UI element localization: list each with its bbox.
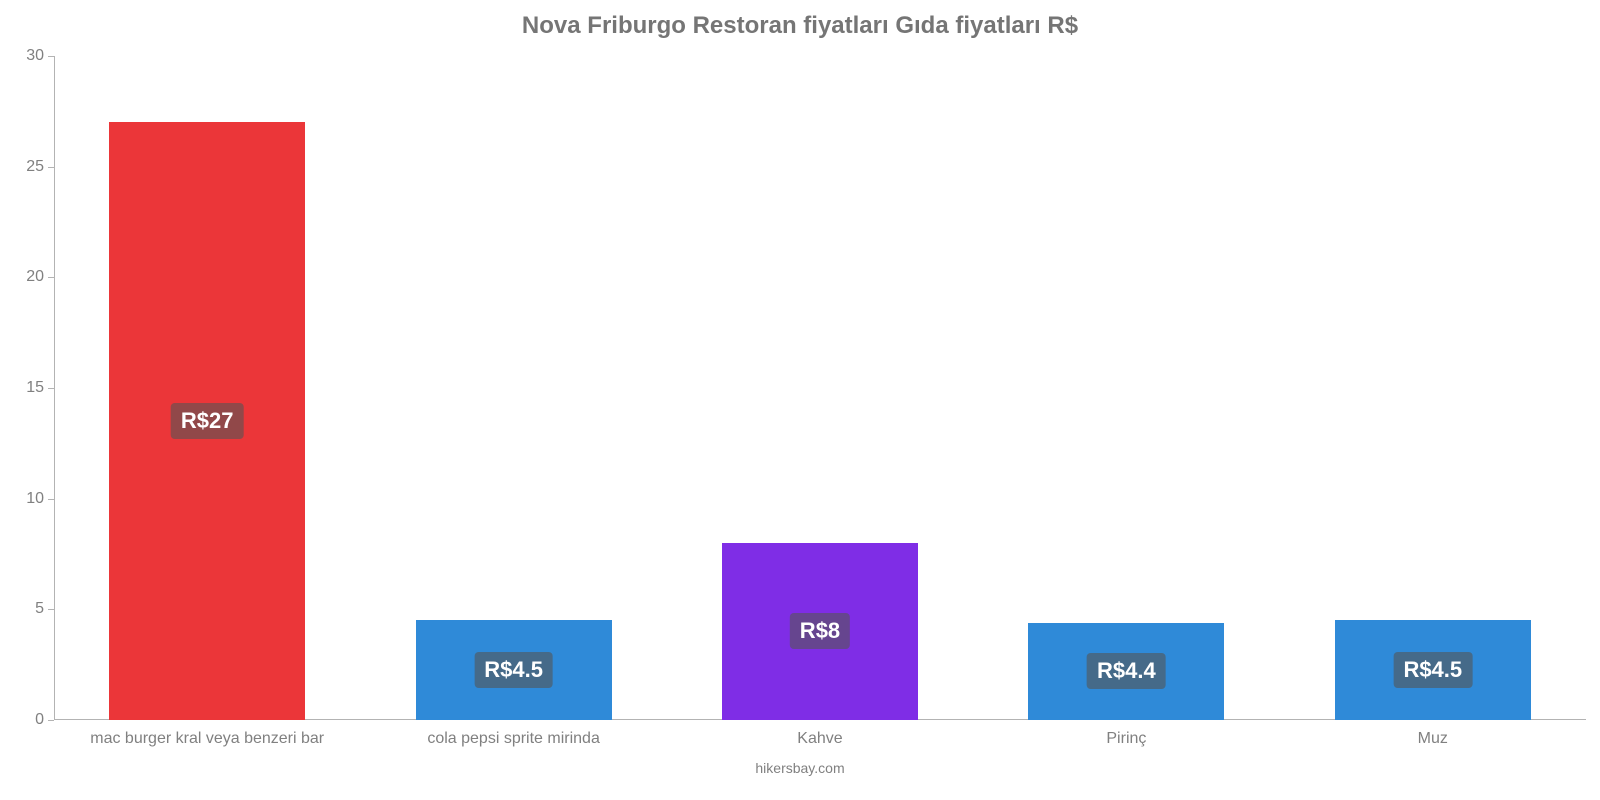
x-tick-label: Muz xyxy=(1418,730,1448,748)
value-badge: R$4.4 xyxy=(1087,653,1166,689)
y-tick-mark xyxy=(48,388,54,389)
plot-area: mac burger kral veya benzeri barR$27 cola… xyxy=(54,56,1586,720)
x-tick-label: Kahve xyxy=(797,730,842,748)
y-tick-mark xyxy=(48,277,54,278)
bar: PirinçR$4.4 xyxy=(1028,623,1224,720)
value-badge: R$27 xyxy=(171,403,244,439)
y-tick-mark xyxy=(48,167,54,168)
bar: cola pepsi sprite mirindaR$4.5 xyxy=(416,620,612,720)
bar: mac burger kral veya benzeri barR$27 xyxy=(109,122,305,720)
bar: MuzR$4.5 xyxy=(1335,620,1531,720)
y-tick-mark xyxy=(48,609,54,610)
y-tick-mark xyxy=(48,499,54,500)
y-tick-mark xyxy=(48,56,54,57)
chart-title: Nova Friburgo Restoran fiyatları Gıda fi… xyxy=(0,0,1600,46)
bar: KahveR$8 xyxy=(722,543,918,720)
credit-text: hikersbay.com xyxy=(755,760,844,776)
x-tick-label: cola pepsi sprite mirinda xyxy=(427,730,600,748)
x-tick-label: mac burger kral veya benzeri bar xyxy=(90,730,324,748)
value-badge: R$4.5 xyxy=(1393,652,1472,688)
bars-container: mac burger kral veya benzeri barR$27 cola… xyxy=(54,56,1586,720)
x-tick-label: Pirinç xyxy=(1106,730,1146,748)
price-bar-chart: Nova Friburgo Restoran fiyatları Gıda fi… xyxy=(0,0,1600,800)
value-badge: R$4.5 xyxy=(474,652,553,688)
y-tick-mark xyxy=(48,720,54,721)
value-badge: R$8 xyxy=(790,613,850,649)
